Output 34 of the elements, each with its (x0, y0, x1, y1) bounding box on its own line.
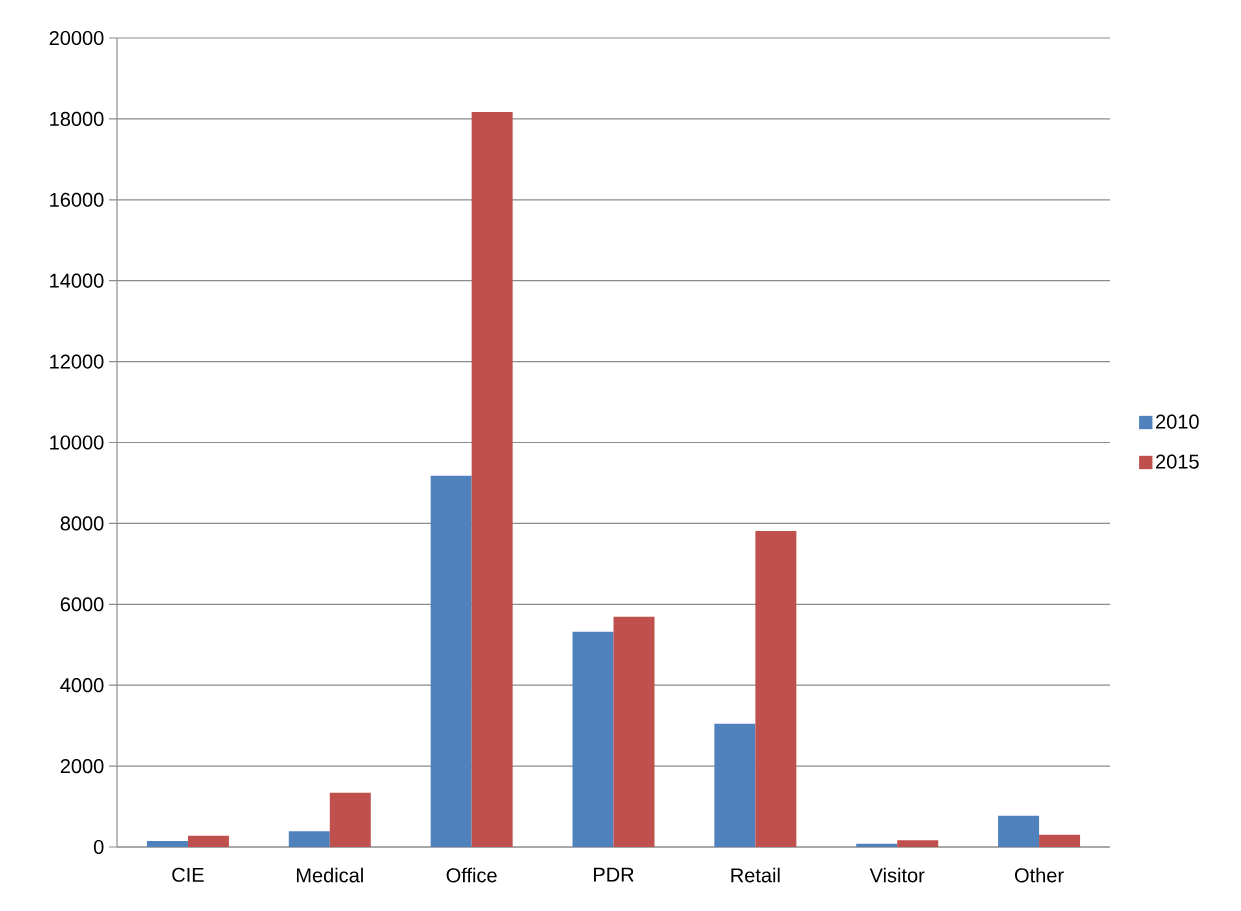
bar (1039, 834, 1081, 847)
legend-label: 2010 (1156, 414, 1199, 429)
y-tick-label: 6000 (60, 597, 104, 612)
y-tick-label: 2000 (60, 759, 104, 774)
x-tick-label: Office (446, 867, 497, 883)
y-tick-label: 14000 (50, 273, 104, 288)
bar (288, 831, 330, 847)
x-tick-label: Retail (731, 867, 780, 883)
x-tick-label: PDR (594, 867, 634, 882)
bar (471, 112, 513, 847)
bar (755, 531, 797, 847)
x-tick-label: Medical (296, 867, 363, 883)
bar (998, 815, 1040, 847)
y-tick-label: 20000 (49, 30, 104, 46)
bar (613, 616, 655, 847)
y-tick-label: 12000 (50, 354, 104, 369)
y-tick-label: 16000 (50, 192, 104, 207)
bar (897, 840, 939, 847)
y-tick-label: 18000 (50, 111, 104, 126)
bar (714, 723, 756, 847)
x-tick-label: Other (1015, 867, 1064, 883)
y-tick-label: 4000 (60, 678, 104, 693)
bar (187, 835, 229, 847)
bar (329, 792, 371, 847)
y-tick-label: 10000 (50, 435, 104, 450)
y-tick-label: 0 (93, 839, 104, 855)
bar (856, 843, 898, 847)
x-tick-label: CIE (172, 867, 204, 882)
y-tick-label: 8000 (60, 516, 104, 531)
bar (572, 631, 614, 847)
bar (430, 475, 472, 847)
legend-label: 2015 (1156, 454, 1199, 469)
bar (146, 840, 188, 847)
x-tick-label: Visitor (869, 867, 925, 883)
